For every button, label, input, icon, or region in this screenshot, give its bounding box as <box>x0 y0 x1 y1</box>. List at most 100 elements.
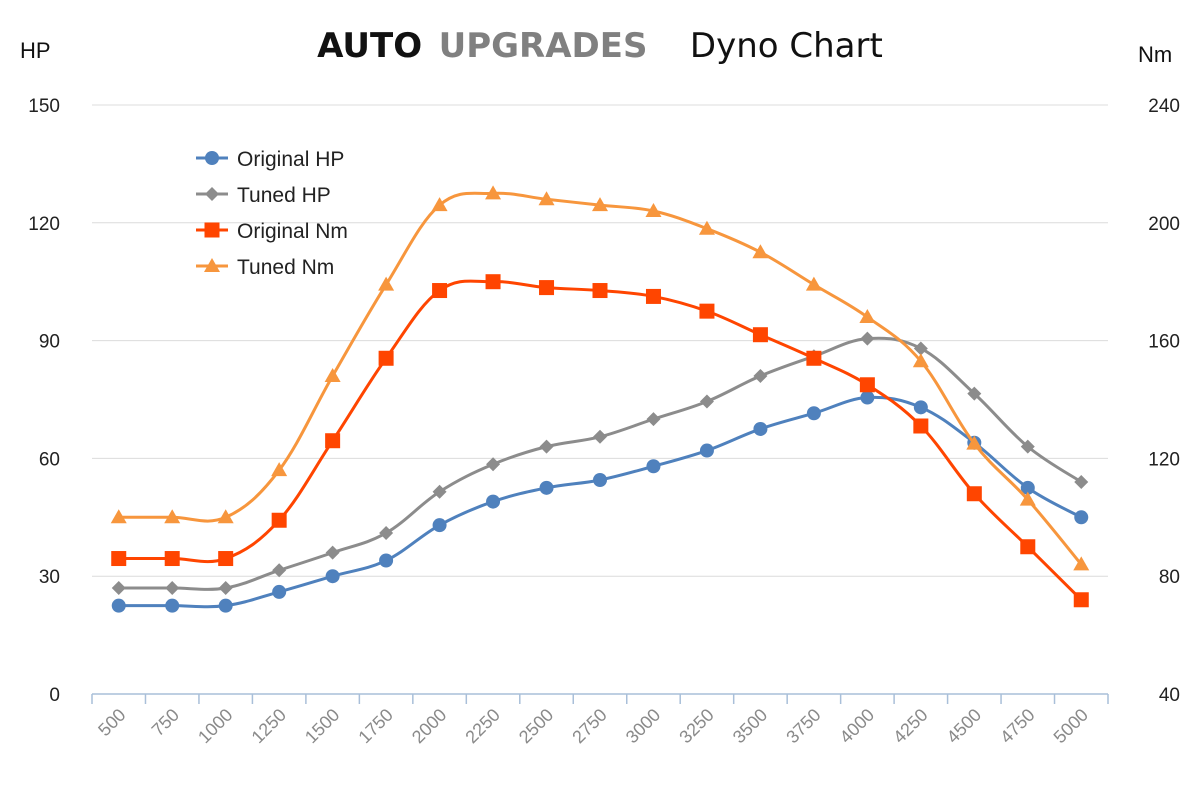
right-tick-label: 120 <box>1148 449 1180 470</box>
data-point-original-hp <box>1074 510 1089 525</box>
data-point-original-hp <box>806 406 821 421</box>
x-axis: 500 750 1000 1250 1500 1750 2000 2250 2500 2750 30… <box>91 693 1109 747</box>
x-tick-label: 1750 <box>354 705 396 747</box>
x-tick-label: 4000 <box>836 705 878 747</box>
x-tick-label: 4250 <box>889 705 931 747</box>
data-point-tuned-hp <box>325 545 340 560</box>
data-point-tuned-hp <box>218 580 233 595</box>
data-point-tuned-nm <box>378 276 395 291</box>
data-point-tuned-nm <box>645 203 662 218</box>
data-point-original-nm <box>859 377 875 393</box>
data-point-original-nm <box>539 280 555 296</box>
data-point-original-nm <box>218 551 234 567</box>
data-point-original-nm <box>592 283 608 299</box>
legend-item-tuned-nm: Tuned Nm <box>196 256 334 279</box>
series-original-hp <box>111 390 1089 613</box>
chart-title: AUTO UPGRADES Dyno Chart <box>317 26 883 66</box>
data-point-tuned-hp <box>860 331 875 346</box>
left-tick-label: 150 <box>28 96 60 117</box>
data-point-tuned-nm <box>538 191 555 206</box>
x-tick-label: 750 <box>148 705 183 740</box>
series-tuned-hp <box>111 331 1089 595</box>
legend-marker <box>205 187 219 201</box>
right-tick-label: 160 <box>1148 332 1180 353</box>
data-point-tuned-nm <box>110 509 127 524</box>
legend-marker <box>204 222 220 238</box>
data-point-original-hp <box>1020 480 1035 495</box>
left-axis-unit: HP <box>20 38 51 63</box>
data-point-tuned-hp <box>967 386 982 401</box>
data-point-tuned-nm <box>752 244 769 259</box>
data-point-tuned-hp <box>432 484 447 499</box>
data-point-tuned-hp <box>111 580 126 595</box>
legend-label: Tuned HP <box>237 184 331 207</box>
data-point-original-nm <box>432 283 448 299</box>
right-tick-label: 80 <box>1159 567 1180 588</box>
data-point-original-nm <box>966 486 982 502</box>
data-point-original-hp <box>646 459 661 474</box>
data-point-original-nm <box>1073 592 1089 608</box>
series-original-nm <box>111 274 1089 608</box>
data-point-original-hp <box>432 518 447 533</box>
data-point-original-hp <box>486 494 501 509</box>
left-tick-label: 90 <box>39 332 60 353</box>
x-tick-label: 3250 <box>675 705 717 747</box>
x-tick-label: 2500 <box>515 705 557 747</box>
legend-marker <box>205 151 219 165</box>
series-tuned-nm <box>110 185 1090 571</box>
data-point-tuned-nm <box>912 353 929 368</box>
data-point-tuned-nm <box>592 197 608 212</box>
data-point-original-hp <box>913 400 928 415</box>
left-y-ticks: 0 30 60 90 120 150 <box>28 96 60 706</box>
x-tick-label: 2000 <box>408 705 450 747</box>
data-point-tuned-nm <box>431 197 448 212</box>
data-point-original-nm <box>271 512 287 528</box>
x-tick-label: 500 <box>94 705 129 740</box>
title-brand-bold: AUTO <box>317 26 422 66</box>
x-tick-label: 2250 <box>461 705 503 747</box>
data-point-tuned-nm <box>271 462 288 477</box>
data-point-tuned-hp <box>486 457 501 472</box>
legend-item-original-hp: Original HP <box>196 148 344 171</box>
legend-label: Original HP <box>237 148 344 171</box>
x-tick-label: 4750 <box>996 705 1038 747</box>
left-tick-label: 0 <box>49 685 60 706</box>
data-point-original-nm <box>913 418 929 434</box>
grid-lines <box>92 104 1108 577</box>
data-point-tuned-hp <box>272 563 287 578</box>
data-point-tuned-hp <box>539 439 554 454</box>
data-point-original-hp <box>379 553 394 568</box>
x-tick-label: 1500 <box>301 705 343 747</box>
data-point-original-hp <box>539 480 554 495</box>
data-point-original-hp <box>218 598 233 613</box>
data-point-tuned-nm <box>324 367 341 382</box>
data-point-original-nm <box>806 350 822 366</box>
left-tick-label: 120 <box>28 214 60 235</box>
legend-item-tuned-hp: Tuned HP <box>196 184 331 207</box>
data-point-tuned-hp <box>913 341 928 356</box>
series-line-tuned-nm <box>118 191 1083 566</box>
data-point-tuned-nm <box>164 509 181 524</box>
title-brand-gray: UPGRADES <box>439 26 648 66</box>
right-tick-label: 240 <box>1148 96 1180 117</box>
data-point-tuned-nm <box>805 276 822 291</box>
data-point-original-hp <box>593 472 607 487</box>
data-point-original-nm <box>325 433 341 449</box>
left-tick-label: 60 <box>39 449 60 470</box>
x-tick-label: 5000 <box>1050 705 1092 747</box>
data-point-original-hp <box>753 421 768 436</box>
data-point-tuned-nm <box>966 435 983 450</box>
legend-label: Tuned Nm <box>237 256 334 279</box>
data-point-original-nm <box>645 288 661 304</box>
right-tick-label: 40 <box>1159 685 1180 706</box>
data-point-tuned-hp <box>379 526 394 541</box>
legend: Original HP Tuned HP Original Nm Tuned Nm <box>196 148 348 279</box>
data-point-original-hp <box>699 443 714 458</box>
data-point-tuned-nm <box>1073 556 1090 571</box>
data-point-original-nm <box>1020 539 1036 555</box>
data-point-tuned-nm <box>859 309 876 324</box>
data-point-original-nm <box>164 551 180 567</box>
data-point-tuned-hp <box>646 412 661 427</box>
right-y-ticks: 40 80 120 160 200 240 <box>1148 96 1180 706</box>
